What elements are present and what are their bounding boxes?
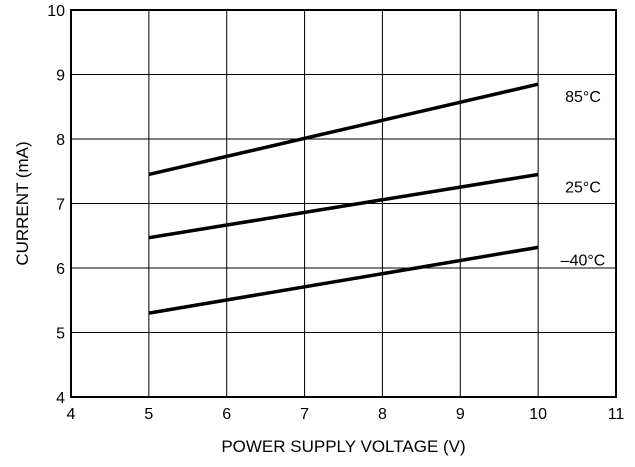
x-tick-label-10: 10: [529, 406, 547, 423]
y-tick-label-4: 4: [56, 390, 65, 407]
y-tick-labels: 4 5 6 7 8 9 10: [47, 3, 65, 407]
x-tick-labels: 4 5 6 7 8 9 10 11: [67, 406, 625, 423]
x-tick-label-8: 8: [378, 406, 387, 423]
series-lines: [148, 82, 539, 315]
y-tick-label-7: 7: [56, 197, 65, 214]
series-line-0: [148, 82, 539, 177]
series-line-2: [148, 245, 539, 315]
x-tick-label-4: 4: [67, 406, 76, 423]
x-tick-label-9: 9: [456, 406, 465, 423]
y-tick-label-9: 9: [56, 68, 65, 85]
y-tick-label-6: 6: [56, 261, 65, 278]
y-tick-label-10: 10: [47, 3, 65, 20]
x-tick-label-6: 6: [222, 406, 231, 423]
x-axis-title: POWER SUPPLY VOLTAGE (V): [221, 437, 465, 456]
series-line-1: [148, 172, 539, 240]
series-label-0: 85°C: [565, 89, 601, 106]
series-label-1: 25°C: [565, 179, 601, 196]
series-labels: 85°C 25°C –40°C: [561, 89, 606, 269]
plot-frame: [70, 9, 617, 398]
y-tick-label-5: 5: [56, 326, 65, 343]
y-axis-title: CURRENT (mA): [13, 141, 32, 265]
series-label-2: –40°C: [561, 252, 606, 269]
y-tick-label-8: 8: [56, 132, 65, 149]
x-tick-label-7: 7: [300, 406, 309, 423]
x-tick-label-11: 11: [608, 406, 625, 423]
x-tick-label-5: 5: [144, 406, 153, 423]
grid: [70, 9, 617, 398]
